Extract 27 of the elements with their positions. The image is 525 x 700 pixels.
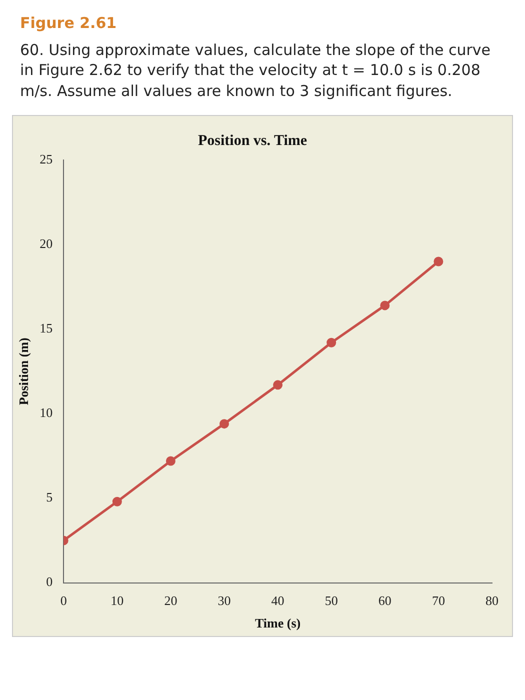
point: [166, 456, 176, 466]
x-axis-title: Time (s): [254, 615, 301, 630]
x-tick-label: 50: [324, 592, 338, 608]
x-tick-label: 80: [486, 592, 498, 608]
x-tick-label: 10: [110, 592, 124, 608]
y-tick-label: 10: [40, 404, 53, 420]
point: [112, 496, 122, 506]
point: [273, 380, 283, 390]
chart-title: Position vs. Time: [198, 132, 308, 149]
x-tick-label: 30: [218, 592, 231, 608]
x-tick-label: 60: [378, 592, 392, 608]
y-tick-label: 20: [40, 236, 53, 251]
point: [220, 418, 229, 428]
text: 60. Using approximate values, calculate the slope of the curve in Figure 2.62 to verify that the velocity at t = 10.0 s is 0.208 m/s. Assume all values are known to 3 significant figures.: [20, 40, 492, 101]
y-tick-label: 0: [46, 574, 53, 589]
x-tick-label: 70: [432, 592, 445, 608]
caption: Figure 2.61: [20, 14, 118, 32]
y-tick-label: 25: [40, 151, 53, 166]
point: [326, 338, 336, 348]
point: [434, 256, 444, 266]
y-tick-label: 5: [46, 489, 53, 504]
y-axis-title: Position (m): [16, 337, 32, 405]
x-tick-label: 0: [60, 592, 67, 608]
y-tick-label: 15: [40, 320, 53, 336]
point: [380, 300, 390, 310]
x-tick-label: 40: [271, 592, 284, 608]
x-tick-label: 20: [164, 592, 178, 608]
